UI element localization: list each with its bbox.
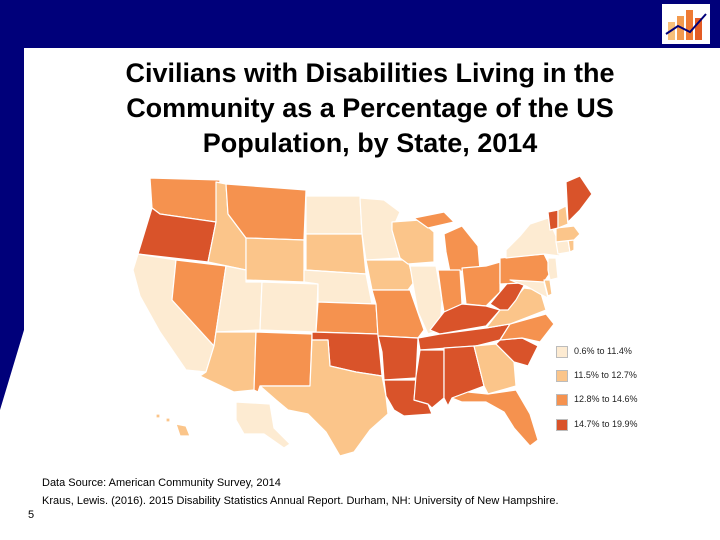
title-line: Community as a Percentage of the US xyxy=(126,93,614,123)
page-number: 5 xyxy=(28,509,35,521)
state-colorado[interactable] xyxy=(259,281,319,333)
state-maryland[interactable] xyxy=(509,279,549,299)
org-logo-icon xyxy=(662,4,710,44)
left-band xyxy=(0,0,24,330)
state-iowa[interactable] xyxy=(365,259,415,291)
slide-title: Civilians with Disabilities Living in th… xyxy=(60,56,680,161)
data-source: Data Source: American Community Survey, … xyxy=(42,474,559,510)
state-south-dakota[interactable] xyxy=(305,233,367,275)
source-line: Data Source: American Community Survey, … xyxy=(42,477,281,489)
title-line: Population, by State, 2014 xyxy=(202,128,538,158)
legend-swatch xyxy=(556,419,568,431)
state-arkansas[interactable] xyxy=(377,335,419,381)
state-massachusetts[interactable] xyxy=(555,225,581,243)
state-hawaii[interactable] xyxy=(155,413,191,437)
title-line: Civilians with Disabilities Living in th… xyxy=(125,58,615,88)
state-mississippi[interactable] xyxy=(413,349,445,409)
state-maine[interactable] xyxy=(565,175,593,223)
state-kansas[interactable] xyxy=(315,301,379,335)
legend-label: 11.5% to 12.7% xyxy=(574,370,637,380)
legend-swatch xyxy=(556,394,568,406)
state-shapes xyxy=(132,175,593,457)
state-alaska[interactable] xyxy=(235,401,291,449)
state-florida[interactable] xyxy=(451,389,539,447)
logo-bar xyxy=(686,10,693,40)
state-north-carolina[interactable] xyxy=(499,313,555,343)
header-band xyxy=(0,0,720,48)
state-texas[interactable] xyxy=(259,339,389,457)
state-wyoming[interactable] xyxy=(245,237,305,283)
legend-label: 0.6% to 11.4% xyxy=(574,346,632,356)
legend-label: 12.8% to 14.6% xyxy=(574,394,638,404)
source-line: Kraus, Lewis. (2016). 2015 Disability St… xyxy=(42,495,559,507)
state-new-jersey[interactable] xyxy=(547,257,559,281)
state-delaware[interactable] xyxy=(543,279,553,297)
logo-bar xyxy=(695,18,702,40)
state-new-mexico[interactable] xyxy=(253,331,313,393)
legend-swatch xyxy=(556,346,568,358)
legend-label: 14.7% to 19.9% xyxy=(574,419,638,429)
state-vermont[interactable] xyxy=(547,209,559,231)
state-new-hampshire[interactable] xyxy=(557,205,569,229)
legend-swatch xyxy=(556,370,568,382)
state-north-dakota[interactable] xyxy=(305,195,363,235)
left-band-wedge xyxy=(0,330,24,410)
